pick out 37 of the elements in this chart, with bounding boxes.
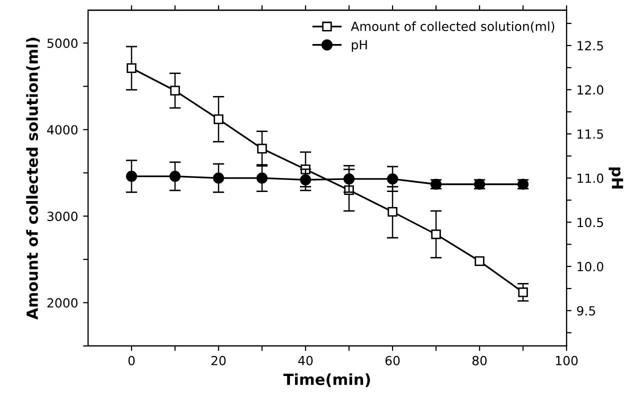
y-tick-label: 5000 [47, 38, 78, 48]
y2-tick-label: 11.0 [578, 174, 604, 183]
x-tick-label: 40 [298, 356, 313, 366]
y-axis-title: Amount of collected solution(ml) [26, 38, 40, 320]
point [212, 172, 224, 184]
y2-tick-label: 11.5 [578, 130, 604, 139]
point [388, 206, 398, 217]
x-axis-title: Time(min) [283, 373, 370, 387]
point [170, 86, 180, 96]
y2-axis-title: pH [608, 167, 624, 189]
y-tick-label: 4000 [47, 125, 78, 135]
x-tick-label: 100 [556, 356, 578, 366]
x-tick-label: 60 [385, 356, 400, 366]
point [474, 256, 484, 266]
y2-tick-label: 9.5 [577, 306, 596, 316]
point [343, 173, 355, 184]
point [256, 172, 268, 184]
y2-tick-label: 12.5 [578, 40, 604, 50]
y-tick-label: 2000 [47, 298, 78, 308]
point [214, 114, 224, 124]
point [169, 170, 181, 182]
point [386, 173, 398, 184]
point [257, 144, 267, 154]
y2-tick-label: 10.5 [578, 218, 604, 228]
x-tick-label: 20 [212, 356, 226, 366]
y2-tick-label: 12.0 [578, 85, 604, 95]
point [300, 174, 312, 186]
y2-tick-label: 10.0 [578, 262, 604, 272]
point [518, 287, 528, 298]
x-tick-label: 0 [128, 356, 135, 366]
legend-label: pH [352, 40, 367, 52]
point [126, 63, 136, 74]
x-tick-label: 80 [472, 356, 487, 366]
legend-label: Amount of collected solution(ml) [350, 21, 554, 33]
point [431, 229, 441, 240]
y-tick-label: 3000 [47, 212, 78, 222]
point [126, 170, 138, 182]
